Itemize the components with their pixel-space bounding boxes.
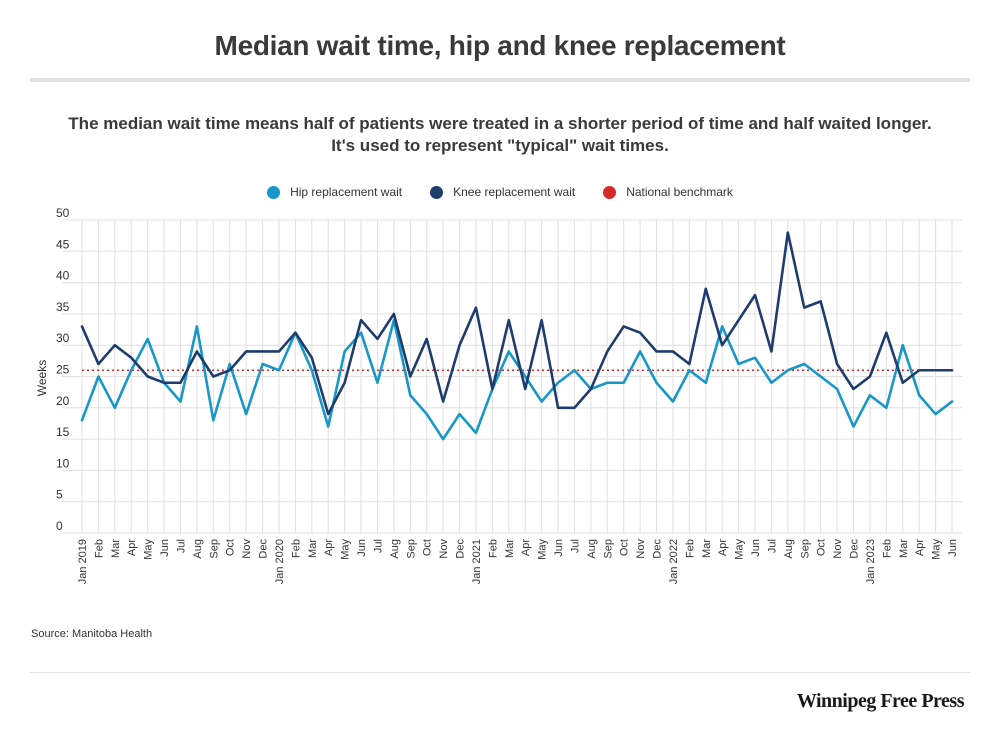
y-tick-label: 5 — [56, 488, 63, 502]
x-tick-label: Dec — [849, 539, 861, 559]
x-tick-label: Jan 2019 — [77, 539, 89, 584]
x-tick-label: Jan 2020 — [274, 539, 286, 584]
legend-label-hip: Hip replacement wait — [290, 185, 403, 199]
chart-subtitle: The median wait time means half of patie… — [20, 113, 980, 157]
x-tick-label: Nov — [241, 539, 253, 559]
x-tick-label: Aug — [783, 539, 795, 559]
x-tick-label: Dec — [652, 539, 664, 559]
x-tick-label: Aug — [192, 539, 204, 559]
x-tick-label: Jul — [766, 539, 778, 553]
x-tick-label: Feb — [881, 539, 893, 558]
x-tick-label: Dec — [455, 539, 467, 559]
hip-series-line — [80, 318, 954, 441]
y-tick-label: 20 — [56, 394, 70, 408]
footer-divider — [30, 672, 970, 673]
legend-swatch-hip — [267, 185, 281, 199]
knee-series-line — [80, 231, 954, 416]
x-tick-label: Nov — [635, 539, 647, 559]
y-axis-title: Weeks — [35, 360, 49, 396]
x-tick-label: Apr — [520, 539, 532, 556]
x-tick-label: Jul — [175, 539, 187, 553]
x-tick-label: Jan 2022 — [668, 539, 680, 584]
y-tick-label: 25 — [56, 363, 70, 377]
source-note: Source: Manitoba Health — [31, 628, 153, 640]
x-tick-label: Mar — [504, 539, 516, 558]
x-tick-label: Mar — [307, 539, 319, 558]
x-tick-label: Sep — [405, 539, 417, 559]
x-tick-label: Nov — [832, 539, 844, 559]
legend-label-benchmark: National benchmark — [626, 185, 733, 199]
publisher-logo: Winnipeg Free Press — [796, 690, 965, 712]
y-tick-label: 50 — [56, 206, 70, 220]
legend-label-knee: Knee replacement wait — [453, 185, 576, 199]
x-tick-label: Jun — [947, 539, 959, 557]
y-tick-label: 10 — [56, 456, 70, 470]
chart-title: Median wait time, hip and knee replaceme… — [214, 30, 786, 61]
x-tick-label: Jan 2023 — [865, 539, 877, 584]
x-tick-label: Apr — [717, 539, 729, 556]
subtitle-line-2: It's used to represent "typical" wait ti… — [331, 136, 669, 155]
x-tick-label: Jan 2021 — [471, 539, 483, 584]
y-tick-label: 0 — [56, 519, 63, 533]
title-divider — [30, 78, 970, 82]
x-tick-label: Oct — [225, 539, 237, 556]
legend-swatch-knee — [430, 185, 444, 199]
x-tick-label: May — [537, 539, 549, 560]
x-tick-label: Jun — [750, 539, 762, 557]
x-tick-label: Sep — [799, 539, 811, 559]
x-tick-label: Apr — [323, 539, 335, 556]
x-tick-label: Mar — [898, 539, 910, 558]
x-tick-label: Mar — [701, 539, 713, 558]
legend-item-hip: Hip replacement wait — [267, 185, 402, 199]
x-tick-label: Feb — [93, 539, 105, 558]
x-tick-label: Jul — [569, 539, 581, 553]
y-tick-label: 35 — [56, 300, 70, 314]
x-tick-label: Sep — [602, 539, 614, 559]
x-tick-label: Aug — [586, 539, 598, 559]
x-tick-label: May — [143, 539, 155, 560]
x-tick-label: Sep — [208, 539, 220, 559]
x-tick-label: Oct — [816, 539, 828, 556]
x-tick-label: Mar — [110, 539, 122, 558]
legend-swatch-benchmark — [603, 185, 617, 199]
x-tick-label: Nov — [438, 539, 450, 559]
x-tick-label: Feb — [684, 539, 696, 558]
x-tick-label: May — [340, 539, 352, 560]
x-tick-label: Apr — [126, 539, 138, 556]
x-tick-label: May — [931, 539, 943, 560]
x-tick-label: Aug — [389, 539, 401, 559]
y-tick-label: 30 — [56, 331, 70, 345]
x-tick-label: Dec — [258, 539, 270, 559]
x-tick-label: Jun — [356, 539, 368, 557]
y-tick-label: 45 — [56, 237, 70, 251]
x-tick-label: Jul — [372, 539, 384, 553]
x-tick-label: Oct — [422, 539, 434, 556]
y-tick-label: 40 — [56, 269, 70, 283]
x-tick-label: Oct — [619, 539, 631, 556]
x-tick-label: Jun — [553, 539, 565, 557]
y-tick-label: 15 — [56, 425, 70, 439]
x-tick-label: Feb — [487, 539, 499, 558]
x-tick-label: Jun — [159, 539, 171, 557]
chart-legend: Hip replacement wait Knee replacement wa… — [0, 185, 1000, 199]
legend-item-benchmark: National benchmark — [603, 185, 733, 199]
x-tick-label: May — [734, 539, 746, 560]
x-tick-label: Feb — [290, 539, 302, 558]
legend-item-knee: Knee replacement wait — [430, 185, 575, 199]
subtitle-line-1: The median wait time means half of patie… — [68, 114, 932, 133]
x-tick-label: Apr — [914, 539, 926, 556]
line-chart: 0 5 10 15 20 25 30 35 40 45 50 Jan 2019 Feb Mar Apr May… — [35, 206, 962, 584]
